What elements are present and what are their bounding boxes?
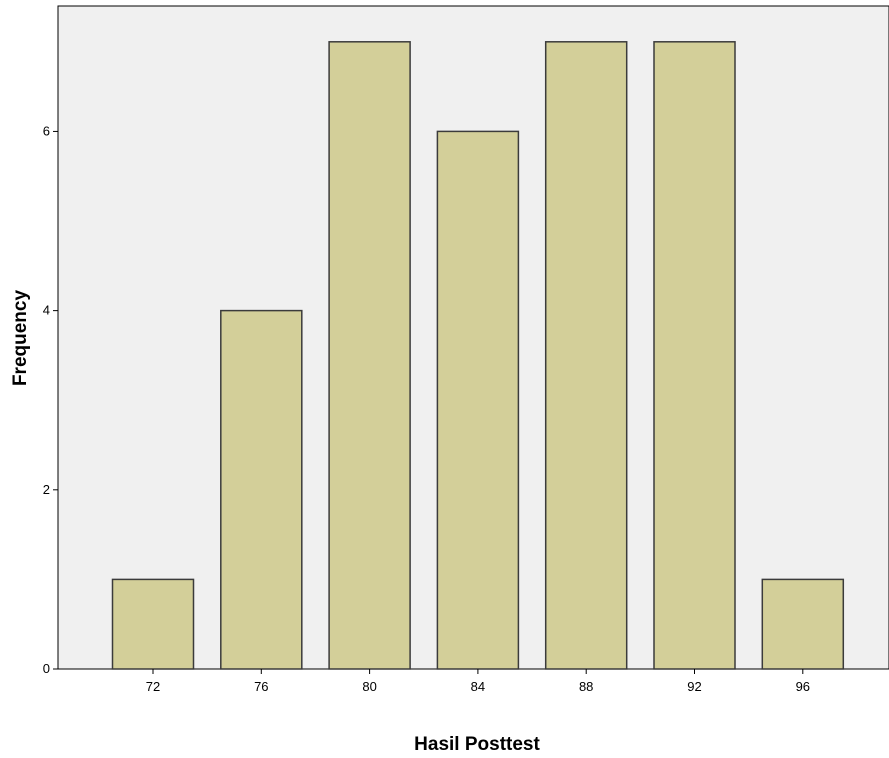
bar-84 [436, 130, 520, 670]
x-tick-label: 96 [796, 679, 810, 694]
x-tick-label: 84 [471, 679, 485, 694]
y-tick-label: 6 [43, 123, 50, 138]
y-tick-label: 4 [43, 303, 50, 318]
y-tick-label: 0 [43, 661, 50, 676]
x-tick-label: 80 [362, 679, 376, 694]
bar-80 [328, 41, 411, 670]
bar-76 [220, 309, 303, 670]
x-axis-title: Hasil Posttest [414, 734, 540, 755]
bar-96 [761, 578, 845, 670]
x-tick-label: 72 [146, 679, 160, 694]
bar-88 [544, 41, 628, 670]
y-axis-ticks: 0 2 4 6 [43, 123, 58, 676]
y-axis-title: Frequency [10, 290, 31, 387]
bar-72 [111, 578, 195, 670]
y-tick-label: 2 [43, 482, 50, 497]
x-tick-label: 76 [254, 679, 268, 694]
x-tick-label: 88 [579, 679, 593, 694]
x-axis-ticks: 72 76 80 84 88 92 96 [146, 669, 810, 694]
x-tick-label: 92 [687, 679, 701, 694]
bars-group [111, 41, 845, 670]
bar-92 [653, 41, 736, 670]
